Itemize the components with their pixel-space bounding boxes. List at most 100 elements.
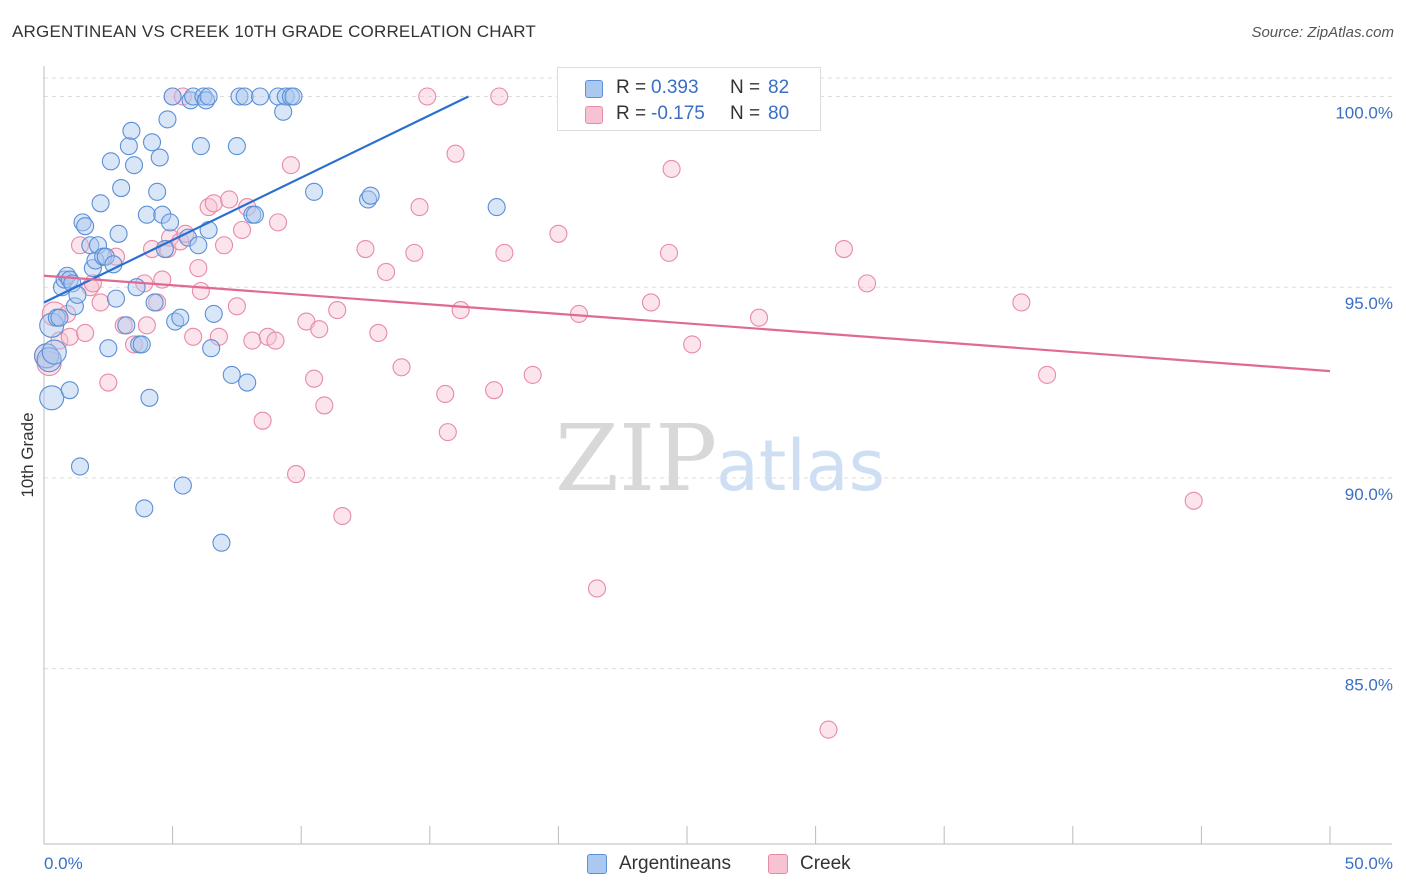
creek-point [189,259,208,278]
creek-point [356,240,375,259]
legend-label-argentineans: Argentineans [619,853,731,874]
gridlines [44,77,1392,670]
creek-point [392,358,411,377]
creek-point [287,465,306,484]
y-tick-label: 100.0% [1335,104,1393,123]
argentinean-point [65,297,84,316]
argentinean-point [109,224,128,243]
argentinean-point [76,217,95,236]
argentinean-point [117,316,136,335]
argentinean-point [60,381,79,400]
creek-point [549,224,568,243]
creek-point [191,281,210,301]
argentinean-point [91,194,110,213]
axes [43,66,1392,845]
argentinean-point [106,289,126,308]
creek-point [214,236,234,255]
argentinean-point [119,137,138,156]
n-value: 82 [768,77,790,98]
argentinean-point [96,247,115,266]
creek-point [819,720,838,739]
argentinean-point [230,87,249,106]
argentinean-point [124,156,144,175]
argentinean-point [41,339,67,365]
argentinean-point [276,87,295,106]
creek-point [83,274,102,293]
argentinean-point [34,343,60,369]
argentinean-point [104,255,123,274]
legend-label-creek: Creek [800,853,851,874]
argentinean-point [284,87,303,106]
creek-swatch [585,106,603,124]
creek-point [418,87,437,106]
creek-point [683,335,702,354]
argentinean-point [150,148,169,167]
x-tick-label: 0.0% [44,854,83,873]
creek-swatch [768,854,788,874]
argentinean-point [227,137,246,156]
creek-point [641,293,661,312]
argentinean-point [222,365,241,384]
creek-point [485,381,504,400]
argentinean-point [245,205,264,224]
creek-point [60,327,79,346]
argentinean-point [112,178,131,198]
creek-point [305,369,324,388]
legend-row-creek: R = -0.175 N = 80 [558,100,820,128]
chart-title: ARGENTINEAN VS CREEK 10TH GRADE CORRELAT… [12,22,536,41]
y-tick-label: 90.0% [1345,485,1393,504]
argentinean-point [361,186,380,205]
creek-point [369,323,388,343]
creek-point [70,236,90,255]
argentinean-point [173,476,192,495]
creek-point [451,301,470,320]
argentinean-point [122,121,141,140]
argentinean-point [142,133,162,152]
n-label: N = [730,103,761,124]
n-label: N = [730,77,761,98]
creek-point [266,331,285,350]
creek-point [281,156,300,175]
bottom-legend-creek: Creek [768,851,868,877]
creek-point [91,293,110,312]
argentinean-point [153,205,172,224]
watermark-atlas: atlas [716,425,885,507]
creek-point [749,308,769,327]
tick-labels: 85.0% 90.0% 95.0% 100.0% 0.0% 50.0% [44,104,1393,873]
creek-point [310,320,329,339]
argentinean-point [171,308,190,327]
creek-point [315,396,334,415]
creek-point [227,297,246,316]
creek-point [834,240,853,259]
argentinean-point [39,385,65,411]
correlation-legend: R = 0.393 N = 82 R = -0.175 N = 80 [557,67,821,131]
n-value: 80 [768,103,790,124]
r-label: R = [616,77,647,98]
creek-point [587,579,607,598]
r-label: R = [616,103,647,124]
creek-point [328,301,347,320]
y-tick-label: 85.0% [1345,676,1393,695]
creek-point [490,87,509,106]
argentinean-point [199,220,218,240]
argentinean-point [36,347,62,373]
r-value: -0.175 [651,103,705,124]
argentinean-point [158,110,177,129]
argentinean-trend-line [43,95,469,304]
argentinean-point [202,339,221,358]
creek-point [243,331,262,350]
argentinean-point [487,198,506,217]
argentinean-point [132,335,151,354]
argentinean-point [140,388,159,407]
creek-trend-line [43,274,1331,373]
argentinean-point [204,304,223,323]
argentineans-swatch [587,854,607,874]
argentinean-point [238,373,257,392]
creek-point [184,327,203,346]
creek-point [1038,365,1057,384]
argentinean-point [212,533,231,552]
watermark-zip: ZIP [555,405,717,512]
creek-point [99,373,118,392]
creek-point [220,190,239,209]
